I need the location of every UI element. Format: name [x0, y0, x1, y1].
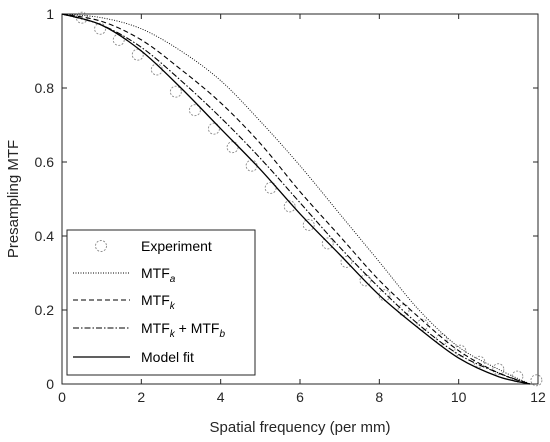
experiment-marker [302, 218, 315, 231]
experiment-marker [359, 274, 372, 287]
experiment-marker [454, 344, 467, 357]
experiment-marker [188, 104, 201, 117]
y-tick-label: 0.8 [35, 80, 55, 96]
y-tick-label: 0 [46, 376, 54, 392]
mtf-kb-line [61, 13, 531, 385]
y-tick-label: 0.4 [35, 228, 55, 244]
experiment-marker [169, 85, 182, 98]
legend-marker-experiment [95, 240, 107, 252]
experiment-marker [492, 363, 505, 376]
experiment-marker [435, 333, 448, 346]
legend-label-mtf-k: MTFk [141, 292, 176, 312]
x-tick-label: 4 [217, 389, 225, 405]
experiment-marker [530, 374, 543, 387]
mtf-k-line [61, 13, 531, 385]
experiment-marker [473, 355, 486, 368]
x-tick-label: 10 [451, 389, 467, 405]
experiment-marker [94, 22, 107, 35]
experiment-marker [340, 255, 353, 268]
x-tick-label: 12 [530, 389, 546, 405]
experiment-marker [207, 122, 220, 135]
x-tick-label: 0 [58, 389, 66, 405]
y-tick-label: 0.6 [35, 154, 55, 170]
model-fit-line [61, 13, 531, 385]
legend-label-model-fit: Model fit [141, 349, 194, 365]
y-axis-label: Presampling MTF [5, 140, 22, 258]
legend-label-experiment: Experiment [141, 238, 212, 254]
legend: Experiment MTFa MTFk MTFk + MTFb Model fit [66, 229, 256, 376]
legend-box [66, 229, 256, 376]
x-axis-label: Spatial frequency (per mm) [210, 419, 391, 436]
y-tick-label: 0.2 [35, 302, 55, 318]
mtf-a-line [61, 13, 531, 385]
experiment-marker [283, 200, 296, 213]
legend-label-mtf-a: MTFa [141, 265, 176, 285]
experiment-marker [131, 48, 144, 61]
x-tick-label: 8 [375, 389, 383, 405]
axis-ticks: 0 2 4 6 8 10 12 0 0.2 0.4 0.6 0.8 1 [35, 6, 546, 405]
experiment-marker [321, 237, 334, 250]
legend-label-mtf-kb: MTFk + MTFb [141, 320, 226, 340]
y-tick-label: 1 [46, 6, 54, 22]
x-tick-label: 2 [137, 389, 145, 405]
series-layer [61, 11, 543, 387]
x-tick-label: 6 [296, 389, 304, 405]
